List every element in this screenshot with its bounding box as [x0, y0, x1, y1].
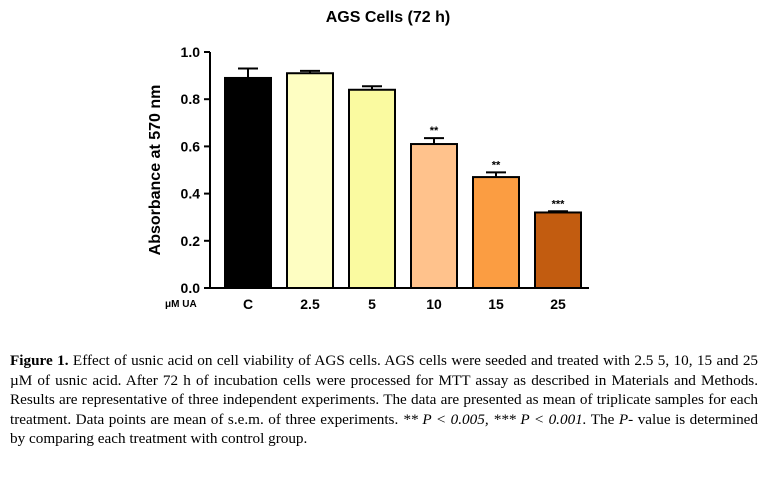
bar	[224, 76, 272, 289]
bar-chart: AGS Cells (72 h) Absorbance at 570 nm μM…	[147, 9, 589, 312]
x-unit-label: μM UA	[165, 299, 197, 310]
y-tick-label: 0.6	[181, 138, 201, 154]
significance-label: **	[430, 125, 439, 137]
significance-label: **	[492, 159, 501, 171]
y-tick-label: 0.4	[181, 186, 201, 202]
figure-label: Figure 1.	[10, 352, 69, 369]
y-tick-label: 1.0	[181, 44, 201, 60]
y-tick-label: 0.0	[181, 280, 201, 296]
bar	[410, 143, 458, 289]
bar	[534, 211, 582, 289]
x-tick-label: 10	[426, 296, 442, 312]
x-tick-label: C	[243, 296, 253, 312]
chart-title: AGS Cells (72 h)	[326, 9, 450, 26]
bar	[472, 176, 520, 289]
significance-label: ***	[552, 198, 566, 210]
caption-p-label: P	[618, 410, 629, 428]
x-tick-label: 2.5	[300, 296, 320, 312]
bars-layer: *******	[224, 67, 582, 290]
x-tick-label: 15	[488, 296, 504, 312]
x-tick-label: 25	[550, 296, 566, 312]
caption-text-2: The	[586, 410, 619, 428]
y-tick-label: 0.2	[181, 233, 201, 249]
axes-layer: C 2.5 5 10 15 25 0.0 0.2 0.4 0.6 0.8 1.0	[181, 44, 589, 312]
y-tick-label: 0.8	[181, 91, 201, 107]
chart-svg: AGS Cells (72 h) Absorbance at 570 nm μM…	[147, 9, 589, 312]
x-tick-label: 5	[368, 296, 376, 312]
caption-p-values: ** P < 0.005, *** P < 0.001.	[402, 410, 587, 428]
figure-caption: Figure 1. Effect of usnic acid on cell v…	[10, 351, 758, 449]
caption-text-1: Effect of usnic acid on cell viability o…	[10, 352, 758, 428]
y-axis-label: Absorbance at 570 nm	[147, 85, 164, 256]
bar	[348, 88, 396, 290]
bar	[286, 72, 334, 289]
caption-text-3: - value is determined by comparing each …	[10, 410, 758, 448]
